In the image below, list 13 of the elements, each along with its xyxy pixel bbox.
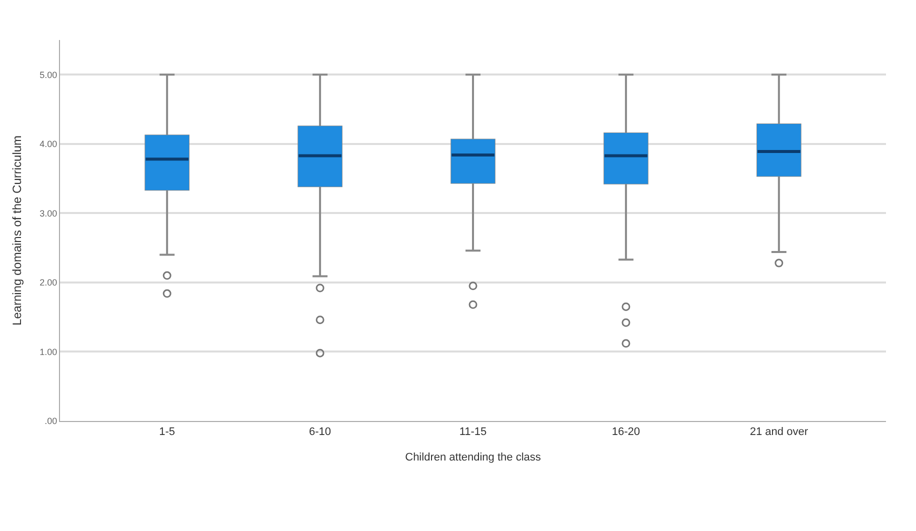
x-tick-label: 1-5 bbox=[159, 426, 176, 438]
x-tick-label: 6-10 bbox=[309, 426, 332, 438]
y-tick-label: 2.00 bbox=[40, 278, 58, 288]
x-axis-title: Children attending the class bbox=[405, 451, 542, 464]
y-tick-label: 1.00 bbox=[40, 346, 58, 357]
y-tick-label: .00 bbox=[44, 416, 58, 426]
x-tick-label: 16-20 bbox=[612, 426, 640, 438]
y-axis-title: Learning domains of the Curriculum bbox=[10, 135, 24, 326]
x-tick-label: 11-15 bbox=[459, 426, 487, 438]
x-tick-label: 21 and over bbox=[750, 426, 808, 438]
y-tick-label: 4.00 bbox=[40, 139, 58, 150]
y-tick-label: 3.00 bbox=[40, 208, 58, 218]
y-tick-label: 5.00 bbox=[40, 70, 58, 80]
